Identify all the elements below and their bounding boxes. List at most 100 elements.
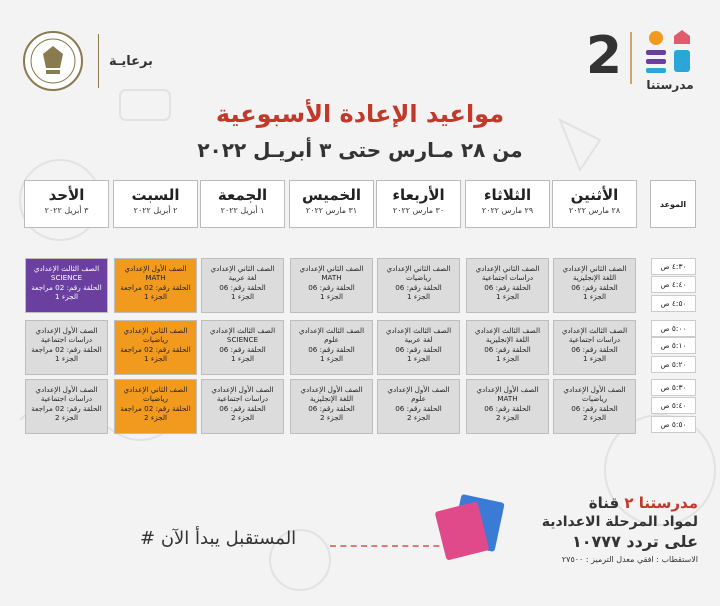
cell-line: دراسات اجتماعية <box>216 394 269 404</box>
day-date: ٣ أبريل ٢٠٢٢ <box>44 206 89 215</box>
books-icon <box>435 494 505 560</box>
day-header: الأحد ٣ أبريل ٢٠٢٢ <box>24 180 109 228</box>
day-header: الثلاثاء ٢٩ مارس ٢٠٢٢ <box>465 180 550 228</box>
slogan: # المستقبل يبدأ الآن <box>140 528 297 549</box>
cell-line: علوم <box>411 394 426 404</box>
cell-line: الصف الثاني الإعدادي <box>123 385 188 394</box>
cell-line: الجزء 1 <box>230 354 255 364</box>
cell-line: دراسات اجتماعية <box>40 335 93 345</box>
cell-line: الجزء 1 <box>319 292 344 302</box>
cell-line: الحلقة رقم: 06 <box>484 403 531 413</box>
cell-line: الحلقة رقم: 06 <box>484 282 531 292</box>
cell-line: الصف الأول الإعدادي <box>563 385 626 394</box>
cell-line: دراسات اجتماعية <box>568 335 621 345</box>
madrasetna-logo-icon <box>646 30 690 73</box>
day-header: الجمعة ١ أبريل ٢٠٢٢ <box>200 180 285 228</box>
cell-line: الجزء 1 <box>582 292 607 302</box>
day-date: ٣٠ مارس ٢٠٢٢ <box>392 206 445 215</box>
cell-line: SCIENCE <box>226 335 259 345</box>
day-name: الأثنين <box>570 186 619 204</box>
schedule-cell: الصف الثالث الإعدادي علوم الحلقة رقم: 06 ال… <box>290 320 373 375</box>
schedule-cell: الصف الثالث الإعدادي اللغة الإنجليزية الحل… <box>466 320 549 375</box>
cell-line: الجزء 1 <box>319 354 344 364</box>
cell-line: الحلقة رقم: 06 <box>219 344 266 354</box>
schedule-cell: الصف الأول الإعدادي دراسات اجتماعية الحلقة… <box>25 320 108 375</box>
cell-line: الصف الأول الإعدادي <box>300 385 363 394</box>
day-header: الخميس ٣١ مارس ٢٠٢٢ <box>289 180 374 228</box>
channel-name: مدرستنا ٢ <box>624 494 698 512</box>
cell-line: الصف الثالث الإعدادي <box>298 326 365 335</box>
schedule-cell: الصف الأول الإعدادي دراسات اجتماعية الحلقة… <box>201 379 284 434</box>
schedule-cell: الصف الثالث الإعدادي لغة عربية الحلقة رقم:… <box>377 320 460 375</box>
channel-line-1: مدرستنا ٢ قناة <box>542 494 698 512</box>
cell-line: الصف الثاني الإعدادي <box>210 264 275 273</box>
channel-line-4: الاستقطاب : افقي معدل الترميز : ٢٧٥٠٠ <box>561 555 698 564</box>
cell-line: اللغة الإنجليزية <box>309 394 354 404</box>
brand-name: مدرستنا <box>646 78 694 92</box>
cell-line: الصف الثالث الإعدادي <box>385 326 452 335</box>
cell-line: الحلقة رقم: 06 <box>395 344 442 354</box>
cell-line: الحلقة رقم: 02 مراجعة <box>31 403 102 413</box>
cell-line: اللغة الإنجليزية <box>572 273 617 283</box>
cell-line: الصف الأول الإعدادي <box>476 385 539 394</box>
cell-line: الحلقة رقم: 06 <box>571 282 618 292</box>
day-date: ١ أبريل ٢٠٢٢ <box>220 206 265 215</box>
cell-line: اللغة الإنجليزية <box>485 335 530 345</box>
cell-line: الحلقة رقم: 06 <box>571 344 618 354</box>
time-slot: ٥:٠٠ ص <box>651 320 696 337</box>
time-slot: ٤:٣٠ ص <box>651 258 696 275</box>
day-date: ٣١ مارس ٢٠٢٢ <box>305 206 358 215</box>
day-header: السبت ٢ أبريل ٢٠٢٢ <box>113 180 198 228</box>
cell-line: الصف الثالث الإعدادي <box>33 264 100 273</box>
day-name: السبت <box>131 186 180 204</box>
day-date: ٢٩ مارس ٢٠٢٢ <box>481 206 534 215</box>
cell-line: الحلقة رقم: 02 مراجعة <box>31 344 102 354</box>
schedule-cell: الصف الثالث الإعدادي SCIENCE الحلقة رقم: 0… <box>25 258 108 313</box>
cell-line: الصف الثاني الإعدادي <box>562 264 627 273</box>
cell-line: الصف الثاني الإعدادي <box>475 264 540 273</box>
day-name: الثلاثاء <box>483 186 532 204</box>
cell-line: الجزء 2 <box>406 413 431 423</box>
ministry-header: برعايـة <box>18 30 153 92</box>
day-name: الأربعاء <box>392 186 445 204</box>
brand-divider <box>630 32 632 84</box>
cell-line: الصف الثاني الإعدادي <box>386 264 451 273</box>
schedule-cell: الصف الأول الإعدادي MATH الحلقة رقم: 06 الج… <box>466 379 549 434</box>
cell-line: الصف الأول الإعدادي <box>211 385 274 394</box>
cell-line: الجزء 2 <box>230 413 255 423</box>
day-name: الخميس <box>302 186 361 204</box>
cell-line: رياضيات <box>406 273 431 283</box>
time-slot: ٥:٥٠ ص <box>651 416 696 433</box>
cell-line: الجزء 1 <box>406 292 431 302</box>
cell-line: الجزء 1 <box>143 354 168 364</box>
day-date: ٢ أبريل ٢٠٢٢ <box>133 206 178 215</box>
cell-line: الجزء 2 <box>143 413 168 423</box>
schedule-cell: الصف الثاني الإعدادي دراسات اجتماعية الحلق… <box>466 258 549 313</box>
time-slot: ٤:٥٠ ص <box>651 295 696 312</box>
dashed-line <box>330 545 460 547</box>
cell-line: MATH <box>497 394 518 404</box>
cell-line: الجزء 1 <box>54 354 79 364</box>
cell-line: الحلقة رقم: 06 <box>571 403 618 413</box>
cell-line: الجزء 1 <box>143 292 168 302</box>
cell-line: الجزء 2 <box>495 413 520 423</box>
cell-line: الجزء 1 <box>406 354 431 364</box>
cell-line: الصف الثالث الإعدادي <box>209 326 276 335</box>
cell-line: الحلقة رقم: 02 مراجعة <box>31 282 102 292</box>
ministry-seal-logo <box>23 31 83 91</box>
channel-brand: 2 مدرستنا <box>586 28 698 92</box>
sponsor-label: برعايـة <box>109 53 153 69</box>
cell-line: الصف الأول الإعدادي <box>35 385 98 394</box>
cell-line: SCIENCE <box>50 273 83 283</box>
day-header: الأربعاء ٣٠ مارس ٢٠٢٢ <box>376 180 461 228</box>
cell-line: دراسات اجتماعية <box>481 273 534 283</box>
day-header: الأثنين ٢٨ مارس ٢٠٢٢ <box>552 180 637 228</box>
cell-line: الصف الأول الإعدادي <box>124 264 187 273</box>
time-slot: ٥:٣٠ ص <box>651 379 696 396</box>
cell-line: الحلقة رقم: 06 <box>395 282 442 292</box>
channel-line-3: على تردد ١٠٧٧٧ <box>572 532 698 551</box>
day-name: الجمعة <box>217 186 268 204</box>
day-name: الأحد <box>48 186 85 204</box>
schedule-cell: الصف الأول الإعدادي دراسات اجتماعية الحلقة… <box>25 379 108 434</box>
schedule-cell: الصف الثاني الإعدادي رياضيات الحلقة رقم: 0… <box>114 320 197 375</box>
